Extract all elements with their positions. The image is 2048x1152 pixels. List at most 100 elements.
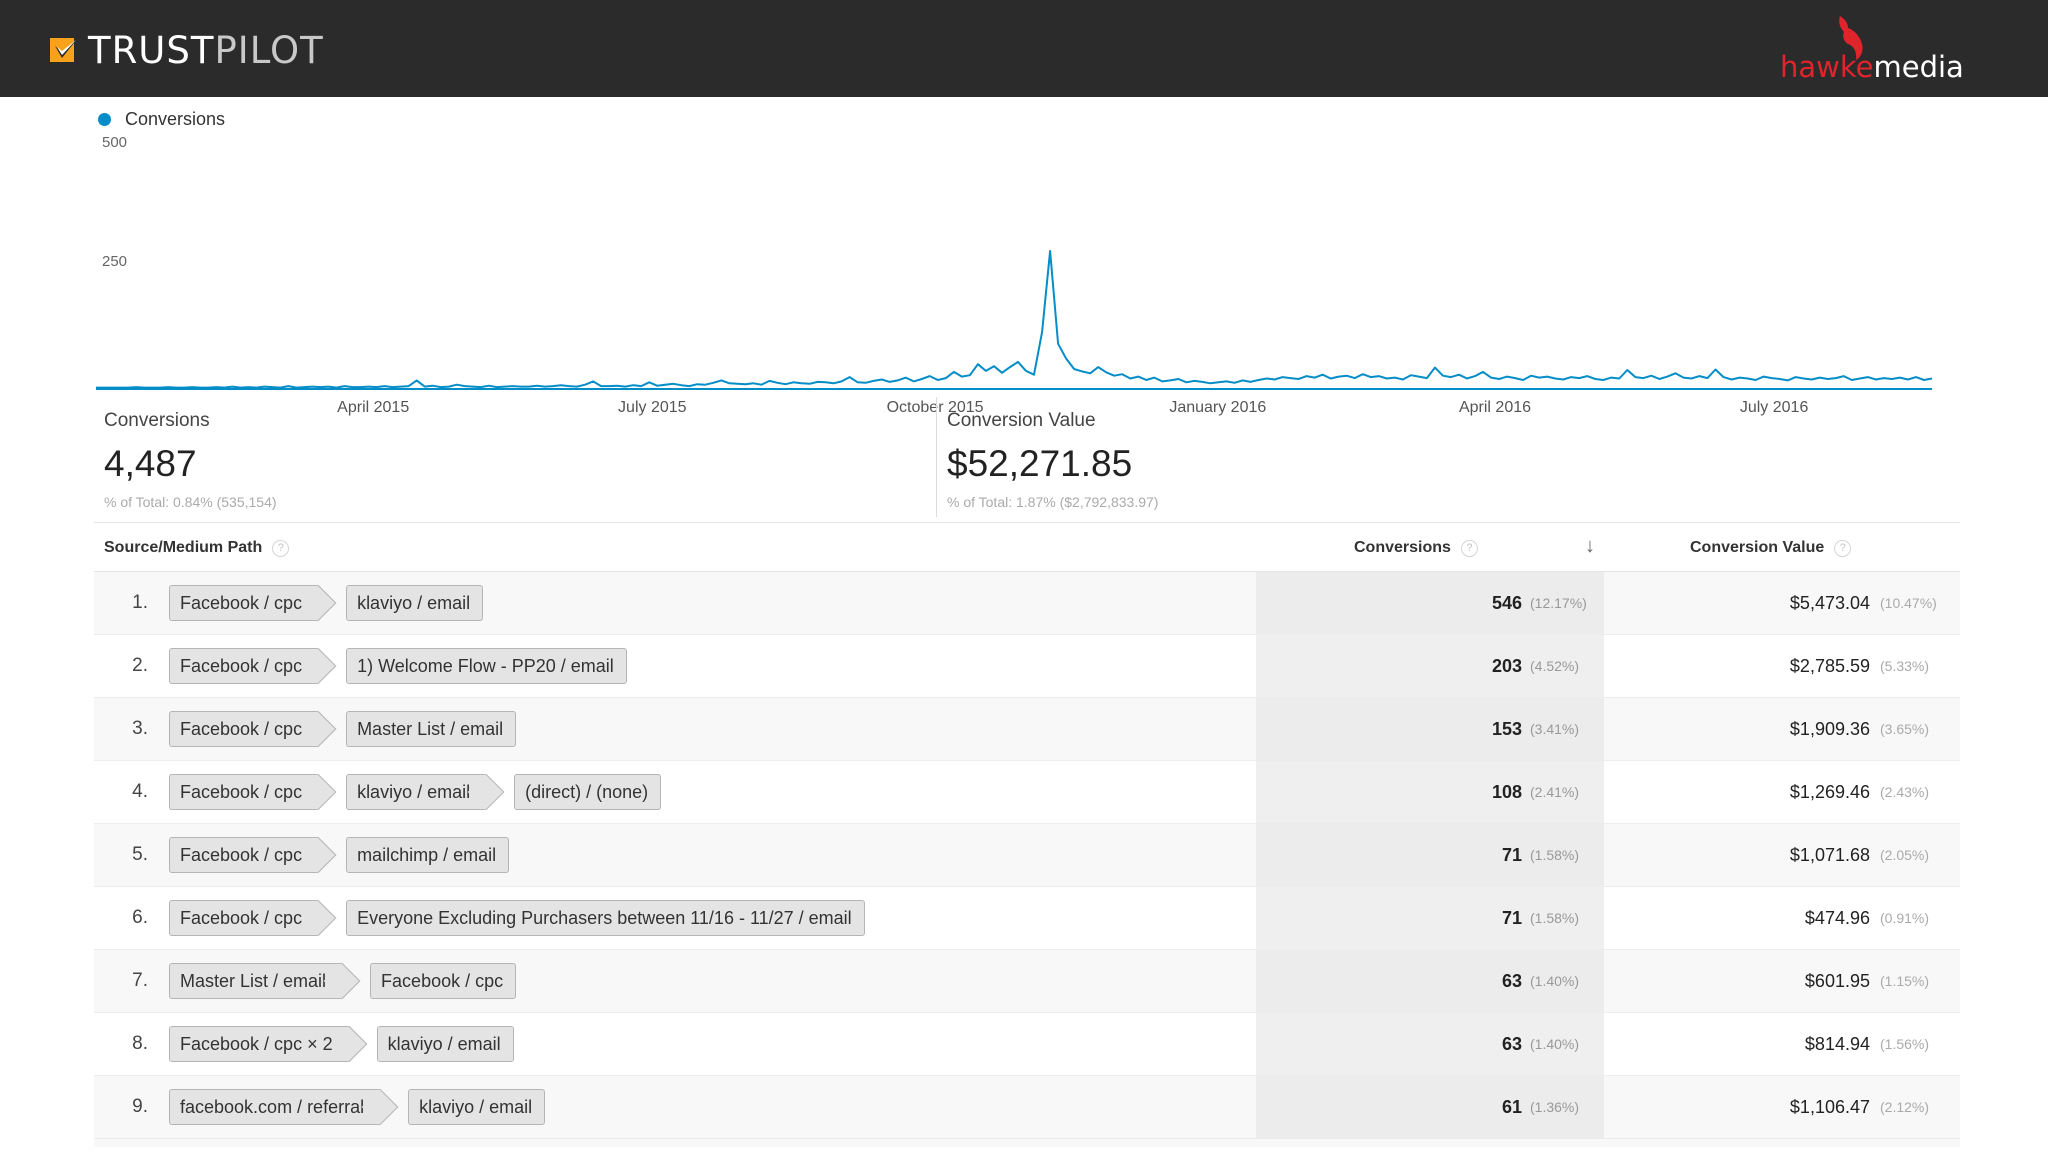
x-tick-label: July 2015 [618,399,687,416]
column-header-path-label: Source/Medium Path [104,539,263,556]
series-line-conversions [96,250,1933,389]
path-step-chip[interactable]: Master List / email [346,711,517,747]
brand-name-bold: TRUST [88,28,215,72]
brand-name-light: PILOT [214,28,324,72]
conversions-percent: (1.40%) [1530,973,1580,989]
path-step-chip[interactable]: (direct) / (none) [514,774,662,810]
path-step-chip[interactable]: 1) Welcome Flow - PP20 / email [346,648,627,684]
conversions-cell-bg [1256,635,1604,697]
trustpilot-star-icon [50,38,78,62]
table-row[interactable]: 4. Facebook / cpc klaviyo / email (direct) … [94,761,1960,824]
table-row[interactable]: 8. Facebook / cpc × 2 klaviyo / email 63 (1.… [94,1013,1960,1076]
path-step-chip[interactable]: klaviyo / email [376,1026,514,1062]
conversion-value-percent: (5.33%) [1880,658,1930,674]
table-row-partial [94,1139,1960,1147]
x-tick-label: July 2016 [1740,399,1809,416]
path-step-chip[interactable]: Facebook / cpc [169,711,319,747]
path-step-chip[interactable]: klaviyo / email [346,585,484,621]
column-header-conversions-label: Conversions [1354,539,1451,556]
path-step-chip[interactable]: Facebook / cpc [169,774,319,810]
path-step-chip[interactable]: Facebook / cpc [169,648,319,684]
y-tick-label: 250 [102,253,127,270]
path-steps: Facebook / cpc mailchimp / email [169,836,527,874]
path-step-chip[interactable]: Facebook / cpc [169,585,319,621]
row-number: 2. [132,655,148,676]
path-step-chip[interactable]: Master List / email [169,963,343,999]
row-number: 4. [132,781,148,802]
table-row[interactable]: 9. facebook.com / referral klaviyo / email… [94,1076,1960,1139]
conversions-percent: (2.41%) [1530,784,1580,800]
conversions-cell-bg [1256,1013,1604,1075]
partner-name-red: hawke [1780,50,1874,84]
summary-value-pct: % of Total: 1.87% ($2,792,833.97) [947,494,1159,510]
column-header-path[interactable]: Source/Medium Path ? [104,523,290,573]
sort-descending-icon[interactable]: ↓ [1585,535,1595,557]
conversion-value: $5,473.04 [1789,593,1870,613]
row-number: 6. [132,907,148,928]
table-row[interactable]: 7. Master List / email Facebook / cpc 63 (1.… [94,950,1960,1013]
summary-conversion-value: Conversion Value $52,271.85 % of Total: … [936,397,1960,517]
conversion-value: $1,909.36 [1789,719,1870,739]
path-steps: Facebook / cpc Master List / email [169,710,534,748]
help-icon[interactable]: ? [1834,539,1852,557]
conversion-value: $1,106.47 [1789,1097,1870,1117]
conversions-cell-bg [1256,950,1604,1012]
table-row[interactable]: 2. Facebook / cpc 1) Welcome Flow - PP20 /… [94,635,1960,698]
conversions-percent: (1.58%) [1530,847,1580,863]
column-header-conversions[interactable]: Conversions ? [1354,523,1478,573]
conversions-value: 108 [1491,782,1522,802]
conversions-value: 71 [1501,908,1522,928]
conversion-value-percent: (1.56%) [1880,1036,1930,1052]
path-steps: Facebook / cpc Everyone Excluding Purchas… [169,899,883,937]
row-number: 3. [132,718,148,739]
path-step-chip[interactable]: facebook.com / referral [169,1089,381,1125]
summary-conversions-label: Conversions [104,410,210,431]
conversions-chart: 500 250 April 2015 July 2015 October 2015 Jan… [94,137,1960,427]
summary-value-value: $52,271.85 [947,443,1133,484]
help-icon[interactable]: ? [272,539,290,557]
conversions-cell-bg [1256,572,1604,634]
conversion-value: $2,785.59 [1789,656,1870,676]
path-step-chip[interactable]: klaviyo / email [408,1089,546,1125]
x-tick-label: January 2016 [1169,399,1266,416]
partner-name: hawkemedia [1780,50,1964,84]
conversions-value: 71 [1501,845,1522,865]
column-header-conversion-value[interactable]: Conversion Value ? [1690,523,1852,573]
conversions-percent: (1.40%) [1530,1036,1580,1052]
summary-conversions-pct: % of Total: 0.84% (535,154) [104,494,277,510]
path-step-chip[interactable]: Facebook / cpc × 2 [169,1026,349,1062]
path-step-chip[interactable]: klaviyo / email [346,774,487,810]
conversion-value: $814.94 [1804,1034,1870,1054]
conversions-cell-bg [1256,761,1604,823]
path-step-chip[interactable]: mailchimp / email [346,837,510,873]
table-row[interactable]: 6. Facebook / cpc Everyone Excluding Purch… [94,887,1960,950]
conversion-value-percent: (2.05%) [1880,847,1930,863]
conversions-percent: (12.17%) [1530,595,1587,611]
path-steps: Facebook / cpc 1) Welcome Flow - PP20 / e… [169,647,645,685]
conversions-value: 203 [1491,656,1522,676]
summary-conversions: Conversions 4,487 % of Total: 0.84% (535… [94,397,934,517]
hawk-bird-icon [1839,16,1863,60]
conversion-value-percent: (2.12%) [1880,1099,1930,1115]
table-row[interactable]: 5. Facebook / cpc mailchimp / email 71 (1.58… [94,824,1960,887]
help-icon[interactable]: ? [1460,539,1478,557]
analytics-report: Conversions 500 250 April 2015 July 2015 Oct… [94,97,1960,1152]
conversions-value: 153 [1491,719,1522,739]
y-tick-label: 500 [102,137,127,151]
table-row[interactable]: 3. Facebook / cpc Master List / email 153 (3… [94,698,1960,761]
legend-swatch [98,113,111,126]
path-steps: Facebook / cpc klaviyo / email [169,584,501,622]
path-step-chip[interactable]: Everyone Excluding Purchasers between 11… [346,900,865,936]
path-step-chip[interactable]: Facebook / cpc [169,837,319,873]
path-step-chip[interactable]: Facebook / cpc [169,900,319,936]
summary-value-label: Conversion Value [947,410,1096,431]
path-steps: Master List / email Facebook / cpc [169,962,534,1000]
conversion-value: $474.96 [1804,908,1870,928]
conversion-value: $1,269.46 [1789,782,1870,802]
table-row[interactable]: 1. Facebook / cpc klaviyo / email 546 (12.17… [94,572,1960,635]
path-step-chip[interactable]: Facebook / cpc [370,963,517,999]
conversions-value: 546 [1491,593,1522,613]
row-number: 7. [132,970,148,991]
conversions-line-chart: 500 250 April 2015 July 2015 October 2015 Jan… [96,137,1933,416]
x-tick-label: October 2015 [887,399,984,416]
